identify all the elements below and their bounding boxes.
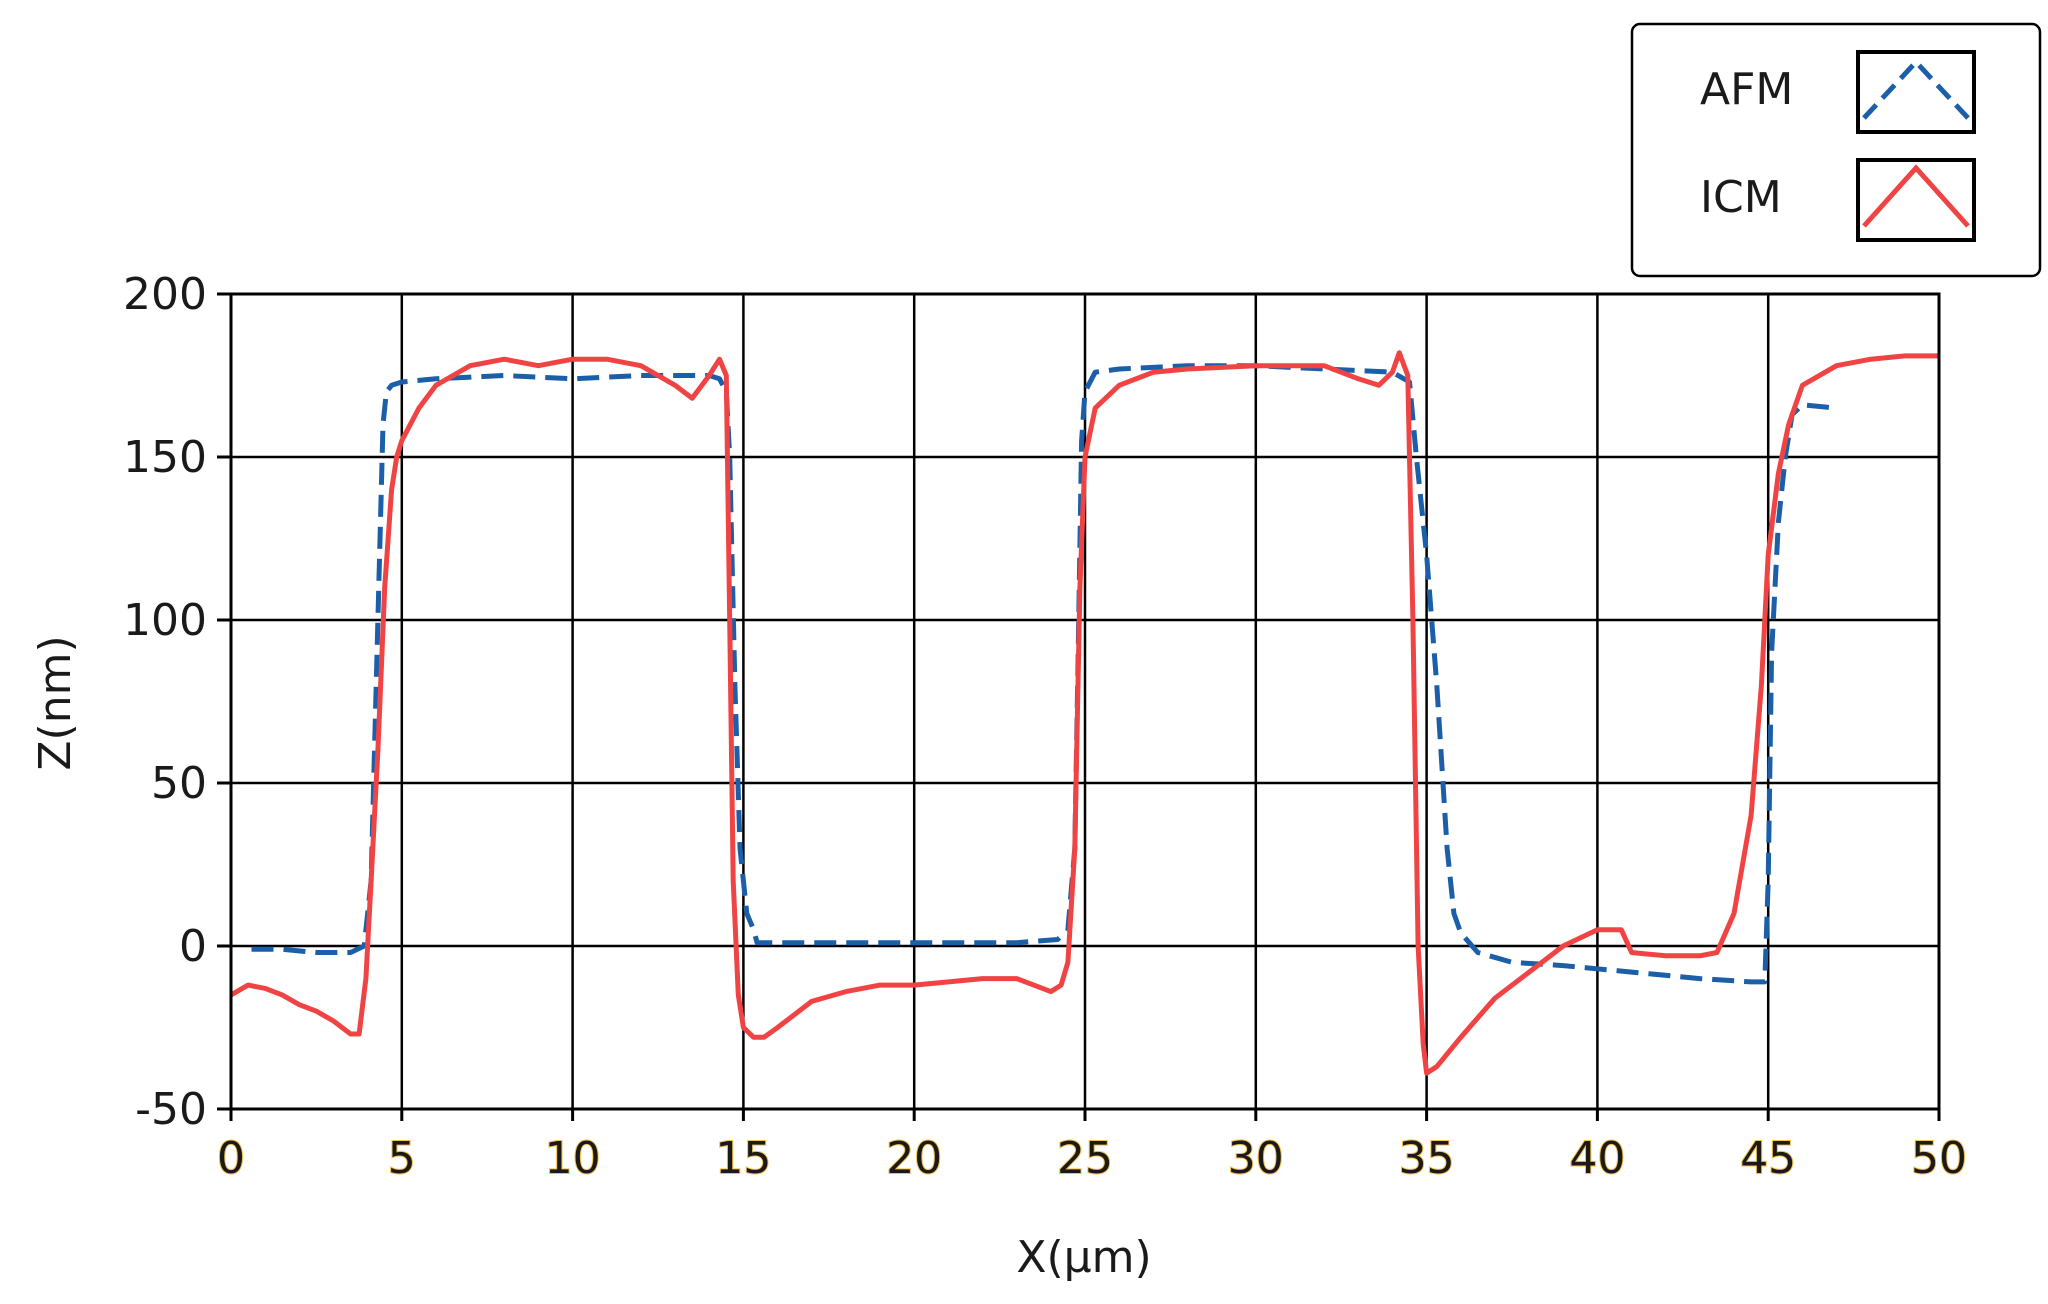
x-tick-label: 35 — [1399, 1133, 1455, 1184]
y-tick-label: 50 — [151, 758, 207, 809]
x-tick-label: 50 — [1911, 1133, 1967, 1184]
y-tick-label: 150 — [123, 432, 207, 483]
legend-swatch-icm — [1856, 158, 1976, 242]
y-tick-label: 100 — [123, 595, 207, 646]
legend-line-icm — [1862, 164, 1970, 228]
legend: AFM ICM — [1630, 22, 2042, 278]
y-tick-label: -50 — [135, 1084, 207, 1135]
x-tick-label: 5 — [388, 1133, 416, 1184]
x-tick-label: 15 — [715, 1133, 771, 1184]
legend-box — [1630, 22, 2042, 278]
x-tick-label: 30 — [1228, 1133, 1284, 1184]
y-tick-label: 0 — [179, 921, 207, 972]
y-axis-title: Z(nm) — [30, 635, 81, 770]
x-tick-label: 40 — [1569, 1133, 1625, 1184]
series-line-icm — [229, 350, 1939, 1076]
x-tick-label: 45 — [1740, 1133, 1796, 1184]
x-tick-label: 10 — [545, 1133, 601, 1184]
x-tick-label: 25 — [1057, 1133, 1113, 1184]
x-tick-label: 0 — [217, 1133, 245, 1184]
legend-label-icm: ICM — [1700, 172, 1782, 223]
series-layer — [229, 350, 1939, 1076]
x-axis-title: X(μm) — [1016, 1232, 1151, 1283]
x-tick-label: 20 — [886, 1133, 942, 1184]
y-tick-label: 200 — [123, 269, 207, 320]
legend-swatch-afm — [1856, 50, 1976, 134]
legend-label-afm: AFM — [1700, 64, 1793, 115]
